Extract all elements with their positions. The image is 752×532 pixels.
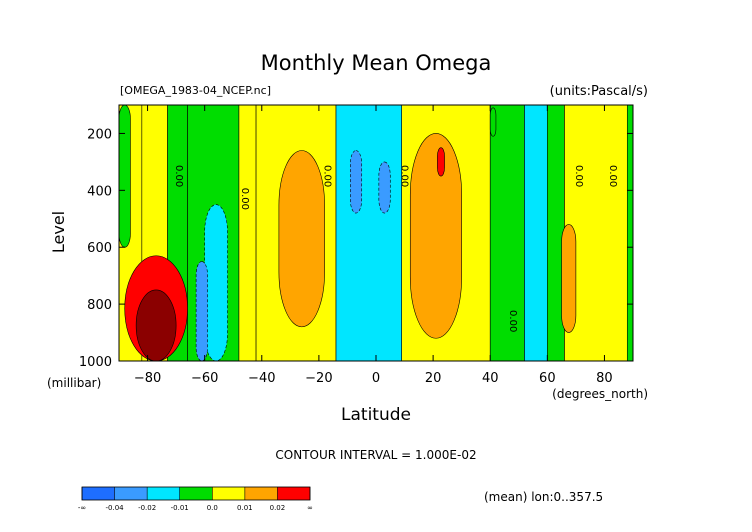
contour-region-4 <box>378 161 391 214</box>
colorbar-label-5: 0.01 <box>237 504 253 512</box>
x-tick-label-8: 80 <box>596 371 613 386</box>
contour-region-5 <box>409 133 462 339</box>
contour-interval-text: CONTOUR INTERVAL = 1.000E-02 <box>275 448 476 462</box>
x-tick-label-2: −40 <box>248 371 275 386</box>
colorbar-swatch-3 <box>179 487 213 500</box>
contour-band-8 <box>489 105 525 361</box>
contour-region-2 <box>204 204 228 361</box>
y-tick-label-2: 600 <box>87 241 112 256</box>
contour-region-3 <box>349 150 363 214</box>
colorbar-label-4: 0.0 <box>207 504 218 512</box>
colorbar-label-3: -0.01 <box>171 504 189 512</box>
colorbar: -∞ -0.04 -0.02 -0.01 0.0 0.01 0.02 ∞ <box>78 486 313 512</box>
y-tick-label-1: 400 <box>87 184 112 199</box>
contour-region-8 <box>561 224 577 333</box>
contour-band-12 <box>626 105 633 361</box>
contour-label-3: 0.00 <box>399 165 410 187</box>
y-tick-label-3: 800 <box>87 298 112 313</box>
footer-text: (mean) lon:0..357.5 <box>484 490 603 504</box>
file-label: [OMEGA_1983-04_NCEP.nc] <box>120 84 271 97</box>
colorbar-swatch-6 <box>277 487 310 500</box>
contour-label-1: 0.00 <box>239 188 250 210</box>
contour-region-0 <box>119 105 131 248</box>
y-axis-label: Level <box>49 211 68 253</box>
colorbar-swatch-5 <box>244 487 278 500</box>
x-tick-label-5: 20 <box>425 371 442 386</box>
contour-band-6 <box>335 105 402 361</box>
contour-label-6: 0.00 <box>607 165 618 187</box>
y-tick-label-4: 1000 <box>79 355 112 370</box>
x-axis-label: Latitude <box>341 405 411 425</box>
x-axis-units: (degrees_north) <box>552 387 648 401</box>
colorbar-label-7: ∞ <box>307 504 313 512</box>
x-tick-label-4: 0 <box>372 371 380 386</box>
plot-area: 0.00 0.00 0.00 0.00 0.00 0.00 0.00 <box>119 105 633 361</box>
contour-region-7 <box>489 107 497 137</box>
contour-region-1 <box>278 150 325 328</box>
contour-band-9 <box>524 105 548 361</box>
contour-region-10 <box>135 289 177 361</box>
contour-band-4 <box>238 105 257 361</box>
colorbar-label-6: 0.02 <box>270 504 286 512</box>
colorbar-swatch-0 <box>82 487 115 500</box>
contour-region-6 <box>437 147 445 177</box>
contour-label-5: 0.00 <box>573 165 584 187</box>
contour-band-10 <box>547 105 565 361</box>
colorbar-label-0: -∞ <box>78 504 86 512</box>
contour-label-0: 0.00 <box>173 165 184 187</box>
x-tick-label-1: −60 <box>191 371 218 386</box>
x-tick-label-7: 60 <box>539 371 556 386</box>
x-tick-label-6: 40 <box>482 371 499 386</box>
contour-region-11 <box>195 261 208 361</box>
colorbar-label-1: -0.04 <box>106 504 125 512</box>
x-tick-label-0: −80 <box>134 371 161 386</box>
colorbar-swatch-4 <box>212 487 245 500</box>
colorbar-swatch-2 <box>147 487 180 500</box>
x-tick-label-3: −20 <box>305 371 332 386</box>
colorbar-swatch-1 <box>114 487 148 500</box>
y-tick-label-0: 200 <box>87 127 112 142</box>
contour-label-2: 0.00 <box>322 165 333 187</box>
contour-label-4: 0.00 <box>507 310 518 332</box>
units-label: (units:Pascal/s) <box>550 84 648 99</box>
colorbar-label-2: -0.02 <box>138 504 156 512</box>
chart-title: Monthly Mean Omega <box>261 51 492 75</box>
y-axis-units: (millibar) <box>47 376 101 390</box>
